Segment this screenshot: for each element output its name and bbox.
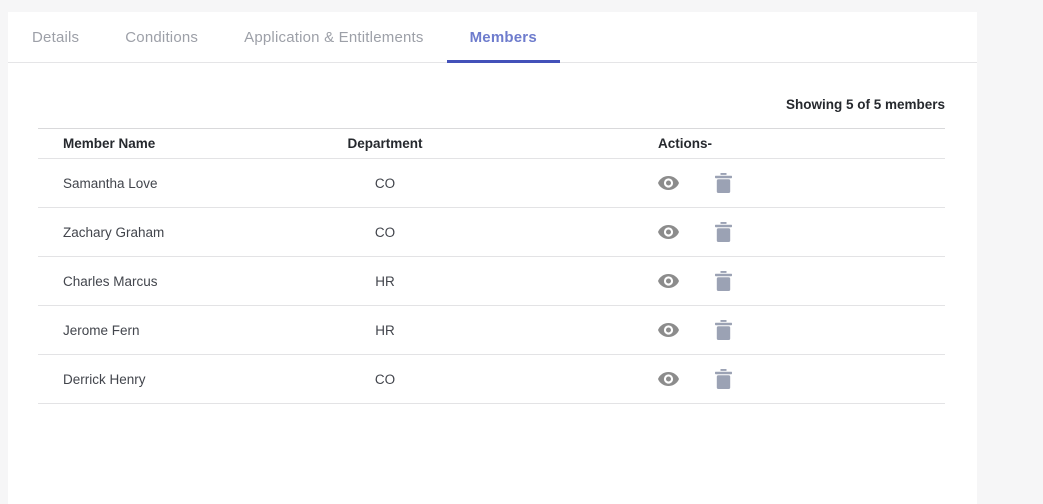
members-panel: Showing 5 of 5 members Member Name Depar…: [8, 95, 977, 404]
table-row: Charles Marcus HR: [38, 257, 945, 306]
column-header-member-name: Member Name: [63, 136, 156, 151]
department-cell: CO: [374, 175, 396, 191]
member-name-cell: Jerome Fern: [63, 322, 140, 338]
tab-details[interactable]: Details: [9, 12, 102, 63]
department-cell: CO: [374, 224, 396, 240]
tab-bar: Details Conditions Application & Entitleme…: [8, 12, 977, 63]
eye-icon: [658, 225, 679, 239]
view-member-button[interactable]: [658, 274, 679, 288]
column-header-actions: Actions-: [658, 136, 712, 151]
table-row: Jerome Fern HR: [38, 306, 945, 355]
delete-member-button[interactable]: [715, 369, 732, 389]
actions-cell: [423, 173, 945, 193]
tab-application-entitlements[interactable]: Application & Entitlements: [221, 12, 446, 63]
delete-member-button[interactable]: [715, 173, 732, 193]
trash-icon: [715, 173, 732, 193]
actions-cell: [423, 271, 945, 291]
view-member-button[interactable]: [658, 225, 679, 239]
delete-member-button[interactable]: [715, 320, 732, 340]
view-member-button[interactable]: [658, 323, 679, 337]
delete-member-button[interactable]: [715, 222, 732, 242]
eye-icon: [658, 176, 679, 190]
trash-icon: [715, 222, 732, 242]
eye-icon: [658, 274, 679, 288]
trash-icon: [715, 369, 732, 389]
column-header-department: Department: [347, 136, 423, 151]
members-table: Member Name Department Actions- Samantha…: [38, 128, 945, 404]
table-row: Samantha Love CO: [38, 159, 945, 208]
member-name-cell: Zachary Graham: [63, 224, 165, 240]
view-member-button[interactable]: [658, 372, 679, 386]
actions-cell: [423, 369, 945, 389]
trash-icon: [715, 271, 732, 291]
members-count-summary: Showing 5 of 5 members: [785, 97, 945, 112]
table-header-row: Member Name Department Actions-: [38, 128, 945, 159]
table-row: Zachary Graham CO: [38, 208, 945, 257]
eye-icon: [658, 372, 679, 386]
actions-cell: [423, 320, 945, 340]
department-cell: CO: [374, 371, 396, 387]
eye-icon: [658, 323, 679, 337]
actions-cell: [423, 222, 945, 242]
member-name-cell: Derrick Henry: [63, 371, 146, 387]
tab-members[interactable]: Members: [446, 12, 560, 63]
member-name-cell: Samantha Love: [63, 175, 158, 191]
trash-icon: [715, 320, 732, 340]
department-cell: HR: [375, 273, 395, 289]
content-card: Details Conditions Application & Entitleme…: [8, 12, 977, 504]
department-cell: HR: [375, 322, 395, 338]
tab-conditions[interactable]: Conditions: [102, 12, 221, 63]
table-row: Derrick Henry CO: [38, 355, 945, 404]
table-body: Samantha Love CO Zachary Graham CO: [38, 159, 945, 404]
view-member-button[interactable]: [658, 176, 679, 190]
member-name-cell: Charles Marcus: [63, 273, 158, 289]
delete-member-button[interactable]: [715, 271, 732, 291]
